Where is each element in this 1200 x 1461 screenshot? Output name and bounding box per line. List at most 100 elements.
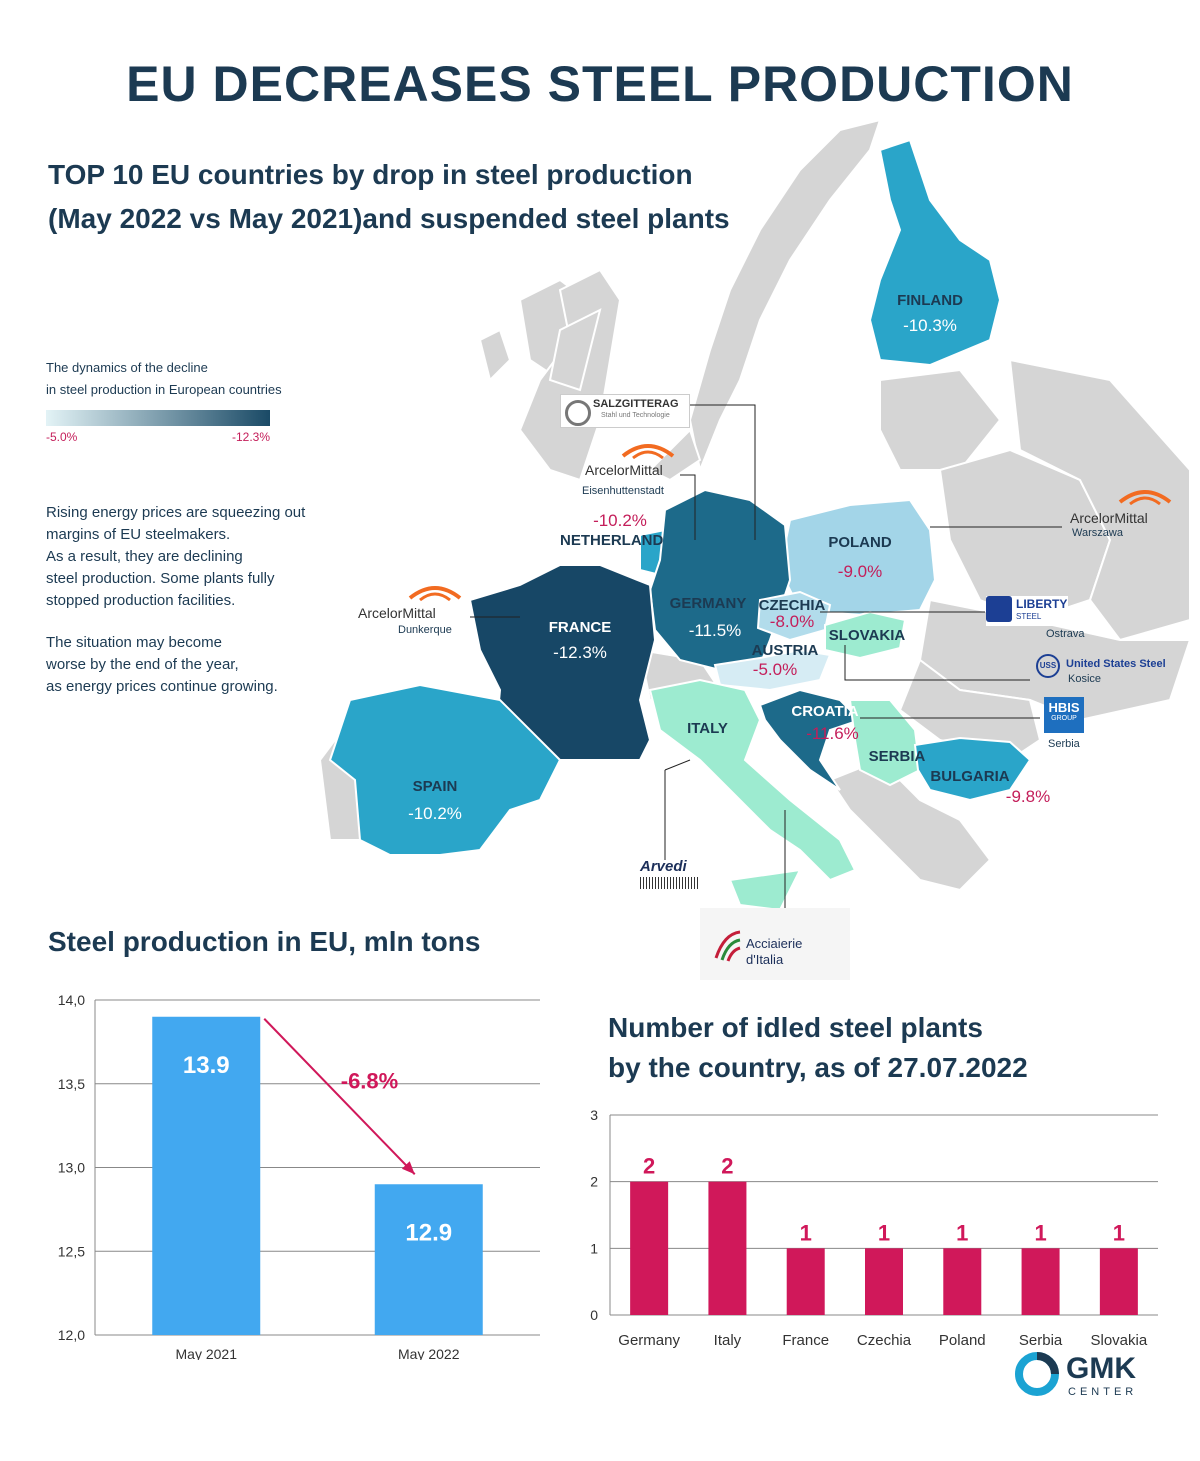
arcelormittal-warszawa-swoosh-icon (1118, 490, 1172, 506)
x-tick-label: Czechia (857, 1332, 912, 1349)
bar (786, 1248, 825, 1315)
x-tick-label: May 2022 (398, 1346, 460, 1360)
bar (943, 1248, 982, 1315)
salzgitter-mark-icon (565, 400, 591, 426)
country-label-italy: ITALY (687, 720, 728, 737)
legend-max: -12.3% (232, 430, 271, 444)
legend-min: -5.0% (46, 430, 78, 444)
data-label: 2 (721, 1154, 733, 1179)
bar (865, 1248, 903, 1315)
description-line: stopped production facilities. (46, 592, 236, 609)
liberty-tag: STEEL (1016, 612, 1042, 621)
liberty-flame-icon (986, 596, 1012, 622)
liberty-name: LIBERTY (1016, 597, 1068, 611)
acciaierie-name2: d'Italia (746, 952, 784, 967)
acciaierie-name: Acciaierie (746, 936, 803, 951)
y-tick-label: 1 (590, 1240, 598, 1256)
chart1-title: Steel production in EU, mln tons (48, 926, 481, 957)
country-value-netherland: -10.2% (593, 511, 647, 530)
map-finland (868, 138, 1002, 367)
data-label: 2 (643, 1154, 655, 1179)
gmk-logo-icon (1015, 1352, 1059, 1396)
bar (630, 1181, 669, 1315)
chart2-title-line1: Number of idled steel plants (608, 1012, 983, 1043)
description-line: worse by the end of the year, (46, 656, 239, 673)
arcelormittal-dunkerque-swoosh-icon (408, 586, 462, 602)
production-bar-chart: 12,0 12,5 13,0 13,5 14,0 13.9 May 2021 12.9 May … (58, 992, 540, 1360)
country-label-finland: FINLAND (897, 292, 963, 309)
country-value-bulgaria: -9.8% (1005, 787, 1051, 806)
x-tick-label: Slovakia (1091, 1332, 1148, 1349)
uss-sub: Kosice (1068, 673, 1102, 685)
arvedi-barcode-icon (640, 877, 700, 889)
gmk-brand: GMK (1066, 1352, 1136, 1385)
data-label: 1 (1034, 1220, 1046, 1245)
country-value-spain: -10.2% (408, 804, 462, 823)
data-label: 12.9 (405, 1219, 452, 1246)
y-tick-label: 13,0 (58, 1160, 85, 1176)
map-subtitle-line1: TOP 10 EU countries by drop in steel pro… (48, 159, 693, 190)
hbis-name: HBIS (1048, 700, 1080, 715)
map-croatia (758, 688, 862, 791)
uss-name: United States Steel (1066, 658, 1166, 670)
description-block: Rising energy prices are squeezing out m… (46, 502, 346, 698)
country-value-czechia: -8.0% (769, 612, 815, 631)
salzgitter-logo: SALZGITTERAG Stahl und Technologie (560, 394, 690, 428)
liberty-sub: Ostrava (1046, 628, 1085, 640)
arcelormittal-dunkerque-name: ArcelorMittal (358, 605, 436, 621)
country-label-austria: AUSTRIA (751, 642, 819, 659)
country-label-france: FRANCE (548, 619, 612, 636)
arcelormittal-warszawa-sub: Warszawa (1072, 527, 1123, 539)
map-subtitle-line2: (May 2022 vs May 2021)and suspended stee… (48, 203, 730, 234)
data-label: 1 (1113, 1220, 1125, 1245)
y-tick-label: 14,0 (58, 992, 85, 1008)
arcelormittal-warszawa-name: ArcelorMittal (1070, 510, 1148, 526)
x-tick-label: Poland (939, 1332, 986, 1349)
country-value-france: -12.3% (553, 643, 607, 662)
x-tick-label: Italy (714, 1332, 742, 1349)
arcelormittal-eisen-name: ArcelorMittal (585, 462, 663, 478)
country-label-germany: GERMANY (669, 595, 747, 612)
bar (708, 1181, 747, 1315)
country-value-finland: -10.3% (903, 316, 957, 335)
description-line: The situation may become (46, 634, 222, 651)
page-title: EU DECREASES STEEL PRODUCTION (126, 56, 1074, 112)
arcelormittal-eisen-swoosh-icon (621, 444, 675, 460)
map-sicily (728, 868, 802, 912)
country-label-slovakia: SLOVAKIA (828, 627, 906, 644)
y-tick-label: 3 (590, 1107, 598, 1123)
bar (374, 1184, 483, 1335)
data-label: 1 (956, 1220, 968, 1245)
acciaierie-logo: Acciaierie d'Italia (700, 908, 850, 980)
y-tick-label: 2 (590, 1174, 598, 1190)
country-label-netherland: NETHERLAND (560, 532, 664, 549)
acciaierie-mark-icon (714, 930, 741, 962)
y-tick-label: 12,0 (58, 1327, 85, 1343)
data-label: 1 (800, 1220, 812, 1245)
chart2-title-line2: by the country, as of 27.07.2022 (608, 1052, 1028, 1083)
country-value-poland: -9.0% (837, 562, 883, 581)
country-label-poland: POLAND (828, 534, 892, 551)
country-value-austria: -5.0% (752, 660, 798, 679)
arvedi-name: Arvedi (640, 858, 687, 875)
change-annotation: -6.8% (341, 1069, 398, 1094)
description-line: margins of EU steelmakers. (46, 526, 231, 543)
x-tick-label: May 2021 (176, 1346, 238, 1360)
x-tick-label: Germany (618, 1332, 680, 1349)
europe-map (318, 118, 1192, 935)
hbis-logo: HBIS GROUP (1044, 697, 1084, 733)
country-label-czechia: CZECHIA (758, 597, 826, 614)
legend-line1: The dynamics of the decline (46, 360, 208, 375)
bar (1099, 1248, 1138, 1315)
gmk-brand-sub: CENTER (1068, 1386, 1138, 1398)
map-spain (328, 683, 562, 856)
country-label-spain: SPAIN (412, 778, 458, 795)
description-line: As a result, they are declining (46, 548, 243, 565)
y-tick-label: 12,5 (58, 1243, 85, 1259)
data-label: 13.9 (183, 1052, 230, 1079)
country-label-croatia: CROATIA (791, 703, 859, 720)
x-tick-label: Serbia (1019, 1332, 1063, 1349)
salzgitter-sub: Stahl und Technologie (601, 412, 670, 419)
liberty-logo: LIBERTY STEEL (986, 596, 1068, 626)
map-poland (778, 498, 937, 617)
